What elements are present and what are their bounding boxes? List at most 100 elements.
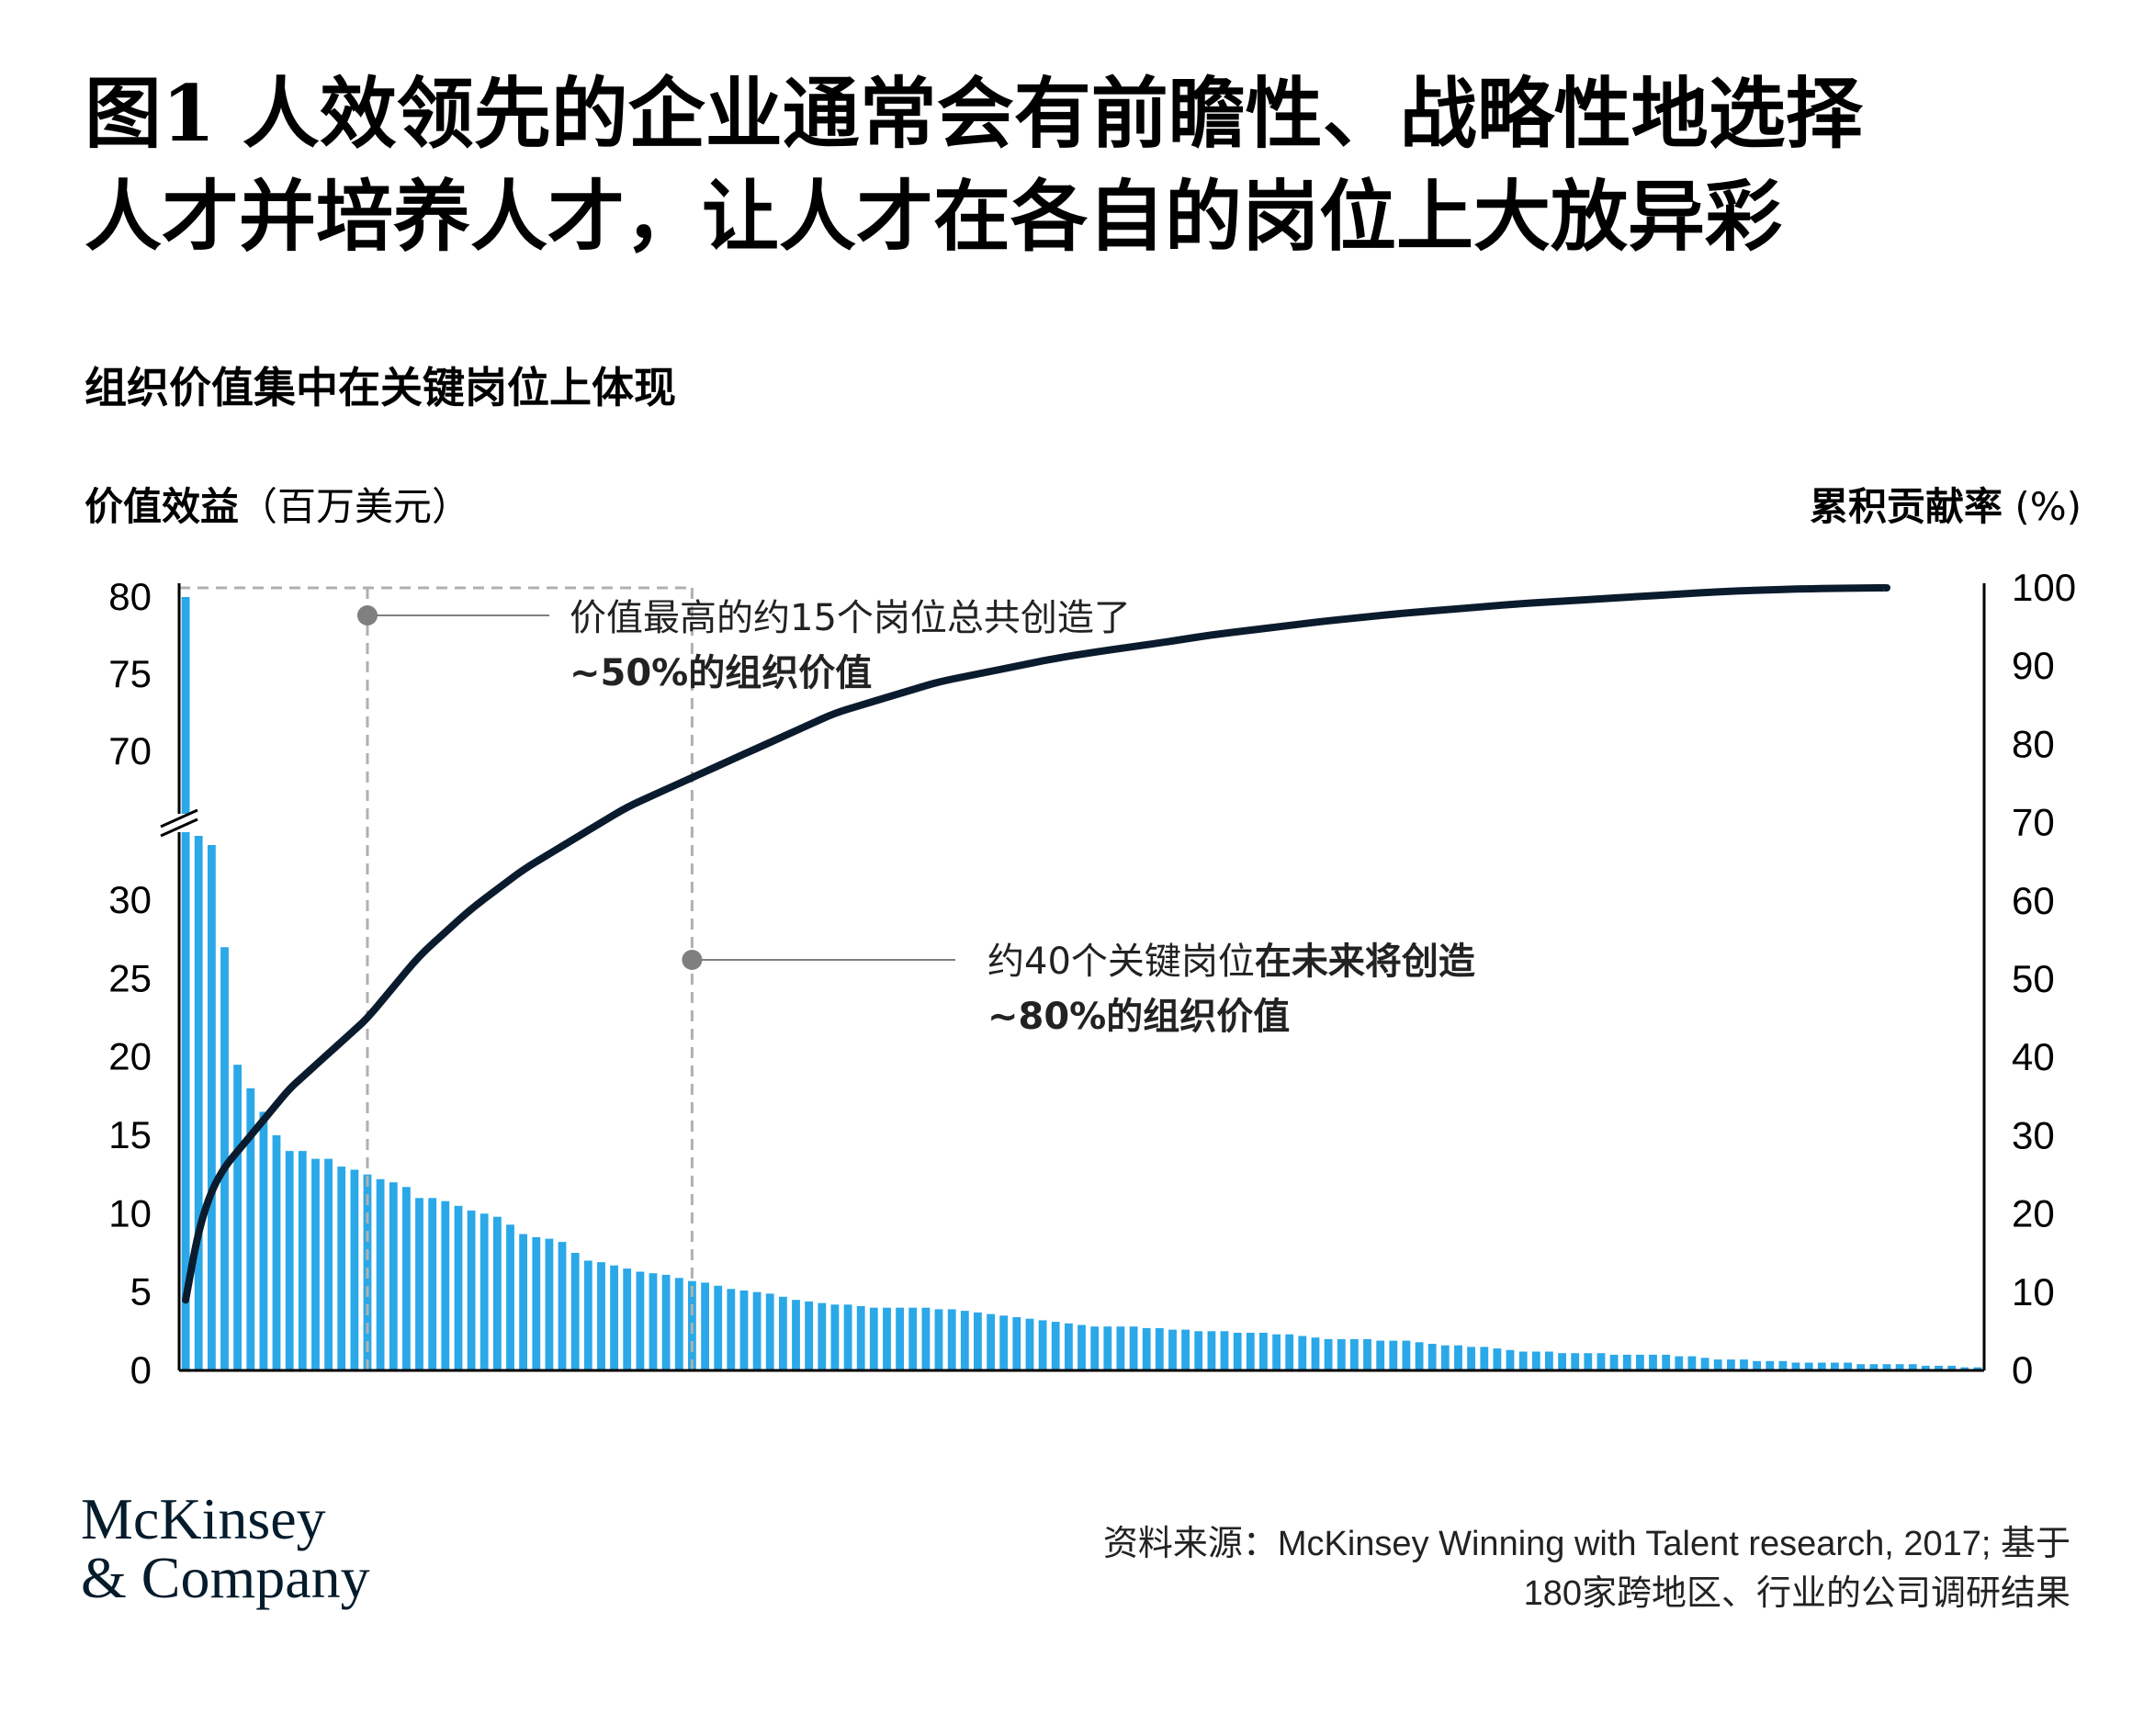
bar bbox=[1804, 1362, 1813, 1370]
bar bbox=[402, 1187, 411, 1370]
left-tick-label: 0 bbox=[130, 1348, 152, 1392]
right-tick-label: 50 bbox=[2012, 957, 2055, 1000]
bar bbox=[869, 1307, 878, 1370]
bar bbox=[298, 1151, 307, 1370]
bar bbox=[636, 1271, 645, 1370]
left-tick-label: 75 bbox=[108, 652, 152, 695]
bar bbox=[454, 1205, 463, 1370]
bar bbox=[1168, 1329, 1177, 1370]
bar bbox=[324, 1158, 333, 1370]
bar bbox=[1831, 1362, 1839, 1370]
bar bbox=[661, 1274, 671, 1370]
annotation-1-line-2: ~50%的组织价值 bbox=[570, 652, 872, 694]
bar bbox=[818, 1302, 827, 1370]
bar bbox=[623, 1268, 632, 1370]
bar bbox=[337, 1167, 346, 1370]
bar bbox=[194, 836, 203, 1370]
bar bbox=[1051, 1322, 1060, 1370]
bar bbox=[1778, 1360, 1788, 1370]
left-tick-label: 5 bbox=[130, 1270, 152, 1313]
right-axis-label-unit: (%) bbox=[2002, 484, 2082, 529]
bar bbox=[1337, 1338, 1346, 1370]
bar bbox=[389, 1182, 398, 1370]
bar bbox=[1895, 1364, 1904, 1370]
bar bbox=[376, 1178, 385, 1370]
bar bbox=[1363, 1338, 1371, 1370]
bar bbox=[908, 1307, 918, 1370]
bar bbox=[1233, 1333, 1242, 1370]
right-tick-label: 100 bbox=[2012, 566, 2076, 609]
bar bbox=[220, 947, 229, 1370]
bar bbox=[1869, 1364, 1879, 1370]
bar bbox=[506, 1224, 514, 1370]
bar bbox=[1518, 1351, 1528, 1370]
annotation-2-line-2: ~80%的组织价值 bbox=[987, 996, 1290, 1038]
bar bbox=[701, 1282, 709, 1370]
bar bbox=[674, 1278, 683, 1370]
left-axis-label-main: 价值效益 bbox=[85, 484, 240, 529]
left-tick-label: 80 bbox=[108, 575, 152, 618]
bar bbox=[1584, 1353, 1593, 1370]
bar bbox=[1571, 1353, 1580, 1370]
bar bbox=[1506, 1349, 1515, 1370]
bar bbox=[610, 1265, 618, 1370]
bar bbox=[1415, 1342, 1424, 1370]
bar bbox=[208, 845, 216, 1370]
axis-break-mark bbox=[160, 817, 198, 838]
bar bbox=[752, 1291, 762, 1370]
bar bbox=[415, 1198, 423, 1370]
bar bbox=[1129, 1326, 1138, 1370]
bar bbox=[1181, 1329, 1190, 1370]
annotation-2-line-1-normal: 约40个关键岗位 bbox=[987, 941, 1255, 983]
cumulative-line bbox=[182, 583, 1890, 1304]
left-tick-label: 70 bbox=[108, 729, 152, 772]
bar bbox=[1960, 1367, 1969, 1370]
bar bbox=[1454, 1345, 1462, 1370]
title-line-1: 图1 人效领先的企业通常会有前瞻性、战略性地选择 bbox=[85, 68, 1863, 159]
bar bbox=[1078, 1325, 1086, 1370]
bar bbox=[1402, 1340, 1411, 1370]
bar bbox=[532, 1236, 541, 1370]
axis-break-mark bbox=[160, 808, 198, 829]
bar bbox=[1220, 1331, 1229, 1370]
bar bbox=[1427, 1344, 1437, 1370]
source-note: 资料来源：McKinsey Winning with Talent resear… bbox=[1103, 1519, 2070, 1618]
bar bbox=[1817, 1362, 1826, 1370]
bar bbox=[1558, 1353, 1566, 1370]
bar bbox=[1622, 1354, 1631, 1370]
left-axis-label-unit: （百万美元） bbox=[239, 484, 471, 529]
bar bbox=[467, 1210, 476, 1370]
bar bbox=[856, 1306, 865, 1370]
bar bbox=[311, 1158, 320, 1370]
bar bbox=[1791, 1362, 1800, 1370]
bar bbox=[1545, 1351, 1553, 1370]
bar bbox=[1649, 1354, 1657, 1370]
bar bbox=[272, 1135, 281, 1370]
bar bbox=[1480, 1347, 1489, 1370]
left-tick-label: 30 bbox=[108, 878, 152, 921]
chart-subtitle: 组织价值集中在关键岗位上体现 bbox=[85, 363, 676, 412]
bar bbox=[1116, 1326, 1125, 1370]
bar bbox=[947, 1309, 956, 1370]
bar bbox=[805, 1301, 813, 1370]
bar bbox=[1597, 1353, 1606, 1370]
bar bbox=[259, 1111, 268, 1370]
bar bbox=[493, 1216, 502, 1370]
bar bbox=[233, 1065, 242, 1370]
bar bbox=[1675, 1356, 1684, 1370]
bar bbox=[1324, 1338, 1333, 1370]
logo-line-1: McKinsey bbox=[81, 1486, 326, 1551]
bar bbox=[1311, 1337, 1320, 1370]
bar bbox=[714, 1285, 723, 1370]
bar bbox=[1531, 1351, 1540, 1370]
annotation-1-line-1: 价值最高的约15个岗位总共创造了 bbox=[570, 597, 1131, 639]
bar bbox=[558, 1242, 567, 1370]
bar bbox=[583, 1260, 592, 1370]
bar bbox=[1272, 1334, 1281, 1370]
annotations: 价值最高的约15个岗位总共创造了 ~50%的组织价值 约40个关键岗位在未来将创… bbox=[570, 597, 1475, 1038]
bar bbox=[1687, 1356, 1697, 1370]
bar bbox=[181, 597, 190, 1370]
bar bbox=[843, 1304, 852, 1370]
bar bbox=[1856, 1364, 1866, 1370]
right-axis-label: 累积贡献率 (%) bbox=[1810, 476, 2082, 532]
